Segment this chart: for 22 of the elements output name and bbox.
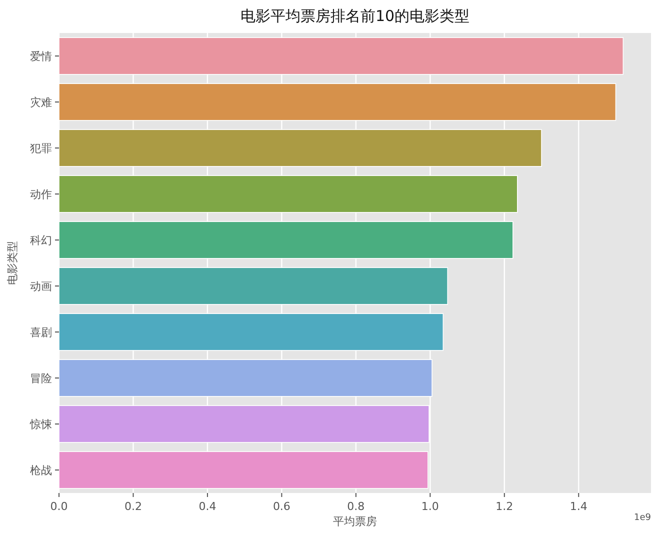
x-tick-label: 1.2 [496,500,514,513]
x-tick-label: 0.8 [347,500,365,513]
y-tick-label: 惊悚 [29,418,52,431]
y-tick-label: 动画 [30,280,52,293]
x-tick-label: 0.4 [198,500,216,513]
x-axis-title: 平均票房 [333,515,377,528]
y-tick-label: 爱情 [30,50,52,63]
x-tick-label: 0.2 [124,500,142,513]
x-tick-label: 0.0 [50,500,68,513]
text: 1e9 [634,513,652,523]
y-tick-label: 枪战 [30,464,52,477]
chart-title: 电影平均票房排名前10的电影类型 [240,7,470,25]
x-tick-label: 0.6 [272,500,290,513]
y-tick-label: 科幻 [30,234,52,247]
y-tick-label: 冒险 [30,372,52,385]
y-tick-label: 犯罪 [30,142,52,155]
x-tick-label: 1.0 [421,500,439,513]
y-tick-label: 灾难 [30,96,52,109]
x-tick-label: 1.4 [570,500,588,513]
y-tick-label: 动作 [30,188,52,201]
y-tick-label: 喜剧 [30,326,52,339]
y-axis-title: 电影类型 [6,241,19,285]
